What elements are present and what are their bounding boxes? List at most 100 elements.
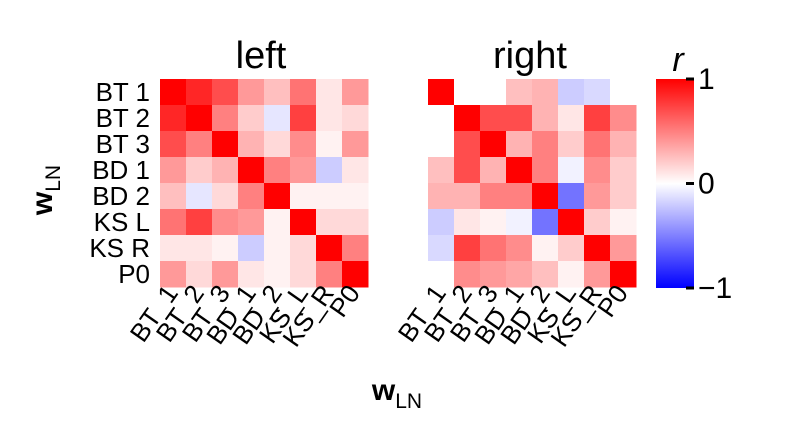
left-heatmap-cell [316,209,343,236]
right-heatmap-cell [532,157,559,184]
right-heatmap-cell [610,183,637,210]
right-heatmap-cell [610,209,637,236]
right-heatmap-cell [428,131,455,158]
left-heatmap-cell [238,209,265,236]
left-heatmap-cell [316,261,343,288]
left-heatmap-cell [212,183,239,210]
right-heatmap-cell [558,157,585,184]
left-heatmap-cell [316,79,343,106]
left-heatmap-cell [186,183,213,210]
right-heatmap-cell [610,79,637,106]
left-heatmap-cell [264,157,291,184]
left-heatmap-cell [212,105,239,132]
left-heatmap-cell [264,209,291,236]
right-heatmap-cell [584,209,611,236]
right-heatmap-cell [610,131,637,158]
left-heatmap-cell [342,105,369,132]
colorbar-tick-label: 0 [698,168,715,201]
left-heatmap-cell [264,131,291,158]
right-heatmap-cell [428,235,455,262]
right-heatmap-cell [532,261,559,288]
left-heatmap-cell [238,235,265,262]
left-heatmap-cell [160,79,187,106]
left-heatmap-cell [160,261,187,288]
left-heatmap-cell [186,79,213,106]
left-heatmap-cell [238,131,265,158]
right-heatmap-cell [428,183,455,210]
right-heatmap-cell [480,261,507,288]
left-heatmap-cell [342,261,369,288]
left-heatmap-cell [186,157,213,184]
left-heatmap-cell [160,235,187,262]
left-heatmap-cell [160,105,187,132]
left-heatmap-cell [342,131,369,158]
left-heatmap-cell [186,261,213,288]
left-heatmap-cell [186,131,213,158]
row-label: BT 3 [96,129,150,159]
row-label: KS R [89,233,150,263]
left-heatmap-cell [316,131,343,158]
left-heatmap-cell [238,79,265,106]
left-heatmap-cell [290,235,317,262]
left-heatmap-cell [160,183,187,210]
row-labels: BT 1BT 2BT 3BD 1BD 2KS LKS RP0 [89,77,150,289]
right-heatmap-cell [428,261,455,288]
right-heatmap-cell [558,209,585,236]
right-heatmap-cell [506,261,533,288]
left-heatmap-cell [316,235,343,262]
left-heatmap-cell [160,131,187,158]
left-heatmap-cell [238,183,265,210]
right-heatmap-cell [584,157,611,184]
left-heatmap-cell [212,131,239,158]
right-heatmap-cell [506,183,533,210]
left-heatmap-cell [264,105,291,132]
right-panel-title: right [493,35,567,77]
left-heatmap-cell [212,261,239,288]
right-heatmap-cell [506,79,533,106]
right-heatmap-cell [584,183,611,210]
left-heatmap-cell [186,235,213,262]
right-heatmap-cell [480,105,507,132]
y-axis-label-main: w [26,191,59,216]
left-heatmap-cell [186,105,213,132]
right-heatmap-cell [584,105,611,132]
right-heatmap-cell [558,183,585,210]
right-heatmap-cell [584,79,611,106]
left-heatmap-cell [186,209,213,236]
right-heatmap-cell [532,105,559,132]
right-heatmap-cell [558,131,585,158]
x-axis-label-sub: LN [395,390,422,413]
row-label: KS L [94,207,150,237]
left-heatmap-cell [342,209,369,236]
left-heatmap-cell [342,235,369,262]
right-heatmap-cell [454,105,481,132]
svg-text:wLN: wLN [26,165,65,216]
right-heatmap-cell [480,209,507,236]
y-axis-label-sub: LN [42,165,65,192]
left-column-labels: BT_1BT_2BT_3BD_1BD_2KS_LKS_RP0 [124,279,366,352]
right-heatmap [428,79,637,288]
left-heatmap-cell [160,157,187,184]
left-heatmap-cell [238,261,265,288]
left-heatmap-cell [342,183,369,210]
left-heatmap-cell [290,157,317,184]
right-heatmap-cell [454,79,481,106]
left-heatmap-cell [212,235,239,262]
right-heatmap-cell [454,157,481,184]
left-heatmap-cell [290,79,317,106]
right-heatmap-cell [454,131,481,158]
right-heatmap-cell [558,235,585,262]
left-heatmap-cell [290,209,317,236]
right-heatmap-cell [480,183,507,210]
right-heatmap-cell [610,261,637,288]
right-heatmap-cell [610,235,637,262]
left-heatmap-cell [316,105,343,132]
colorbar-tick-label: 1 [698,63,715,96]
right-heatmap-cell [454,209,481,236]
right-heatmap-cell [506,209,533,236]
right-heatmap-cell [428,209,455,236]
left-heatmap-cell [212,157,239,184]
right-heatmap-cell [480,131,507,158]
left-heatmap-cell [238,157,265,184]
